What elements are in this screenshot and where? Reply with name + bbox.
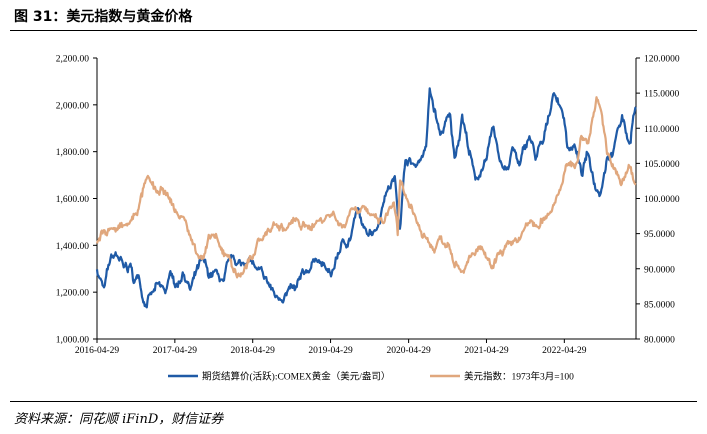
y-left-tick-label: 1,800.00 [56, 148, 90, 158]
chart-legend: 期货结算价(活跃):COMEX黄金（美元/盎司） 美元指数：1973年3月=100 [168, 371, 574, 383]
y-right-tick-label: 90.0000 [644, 265, 675, 275]
figure-title: 图 31：美元指数与黄金价格 [14, 9, 193, 25]
y-left-tick-label: 1,400.00 [56, 242, 90, 252]
x-tick-label: 2018-04-29 [231, 346, 276, 356]
y-right-tick-label: 85.0000 [644, 300, 675, 310]
y-right-tick-label: 120.0000 [644, 55, 680, 65]
legend-label-2: 美元指数：1973年3月=100 [464, 371, 574, 383]
y-right-tick-label: 110.0000 [644, 125, 680, 135]
chart-axes: 1,000.00 1,200.00 1,400.00 1,600.00 1,800.00… [56, 55, 680, 357]
gold-price-line [95, 87, 637, 309]
y-right-tick-label: 80.0000 [644, 336, 675, 346]
legend-label-1: 期货结算价(活跃):COMEX黄金（美元/盎司） [202, 371, 390, 383]
y-right-tick-label: 95.0000 [644, 230, 675, 240]
source-note: 资料来源：同花顺 iFinD，财信证券 [14, 412, 224, 427]
y-left-tick-label: 2,200.00 [56, 55, 90, 65]
x-tick-label: 2020-04-29 [386, 346, 431, 356]
x-tick-label: 2016-04-29 [75, 346, 120, 356]
chart-lines [95, 87, 637, 309]
x-tick-label: 2019-04-29 [308, 346, 353, 356]
source-rule [10, 401, 697, 402]
y-right-tick-label: 100.0000 [644, 195, 680, 205]
x-tick-label: 2017-04-29 [153, 346, 198, 356]
x-tick-label: 2021-04-29 [464, 346, 509, 356]
dollar-index-line [95, 96, 637, 279]
y-left-tick-label: 1,200.00 [56, 289, 90, 299]
title-rule [10, 30, 697, 31]
y-left-tick-label: 1,000.00 [56, 336, 90, 346]
y-right-tick-label: 115.0000 [644, 90, 680, 100]
y-left-tick-label: 2,000.00 [56, 101, 90, 111]
y-right-tick-label: 105.0000 [644, 160, 680, 170]
y-left-tick-label: 1,600.00 [56, 195, 90, 205]
x-tick-label: 2022-04-29 [542, 346, 587, 356]
